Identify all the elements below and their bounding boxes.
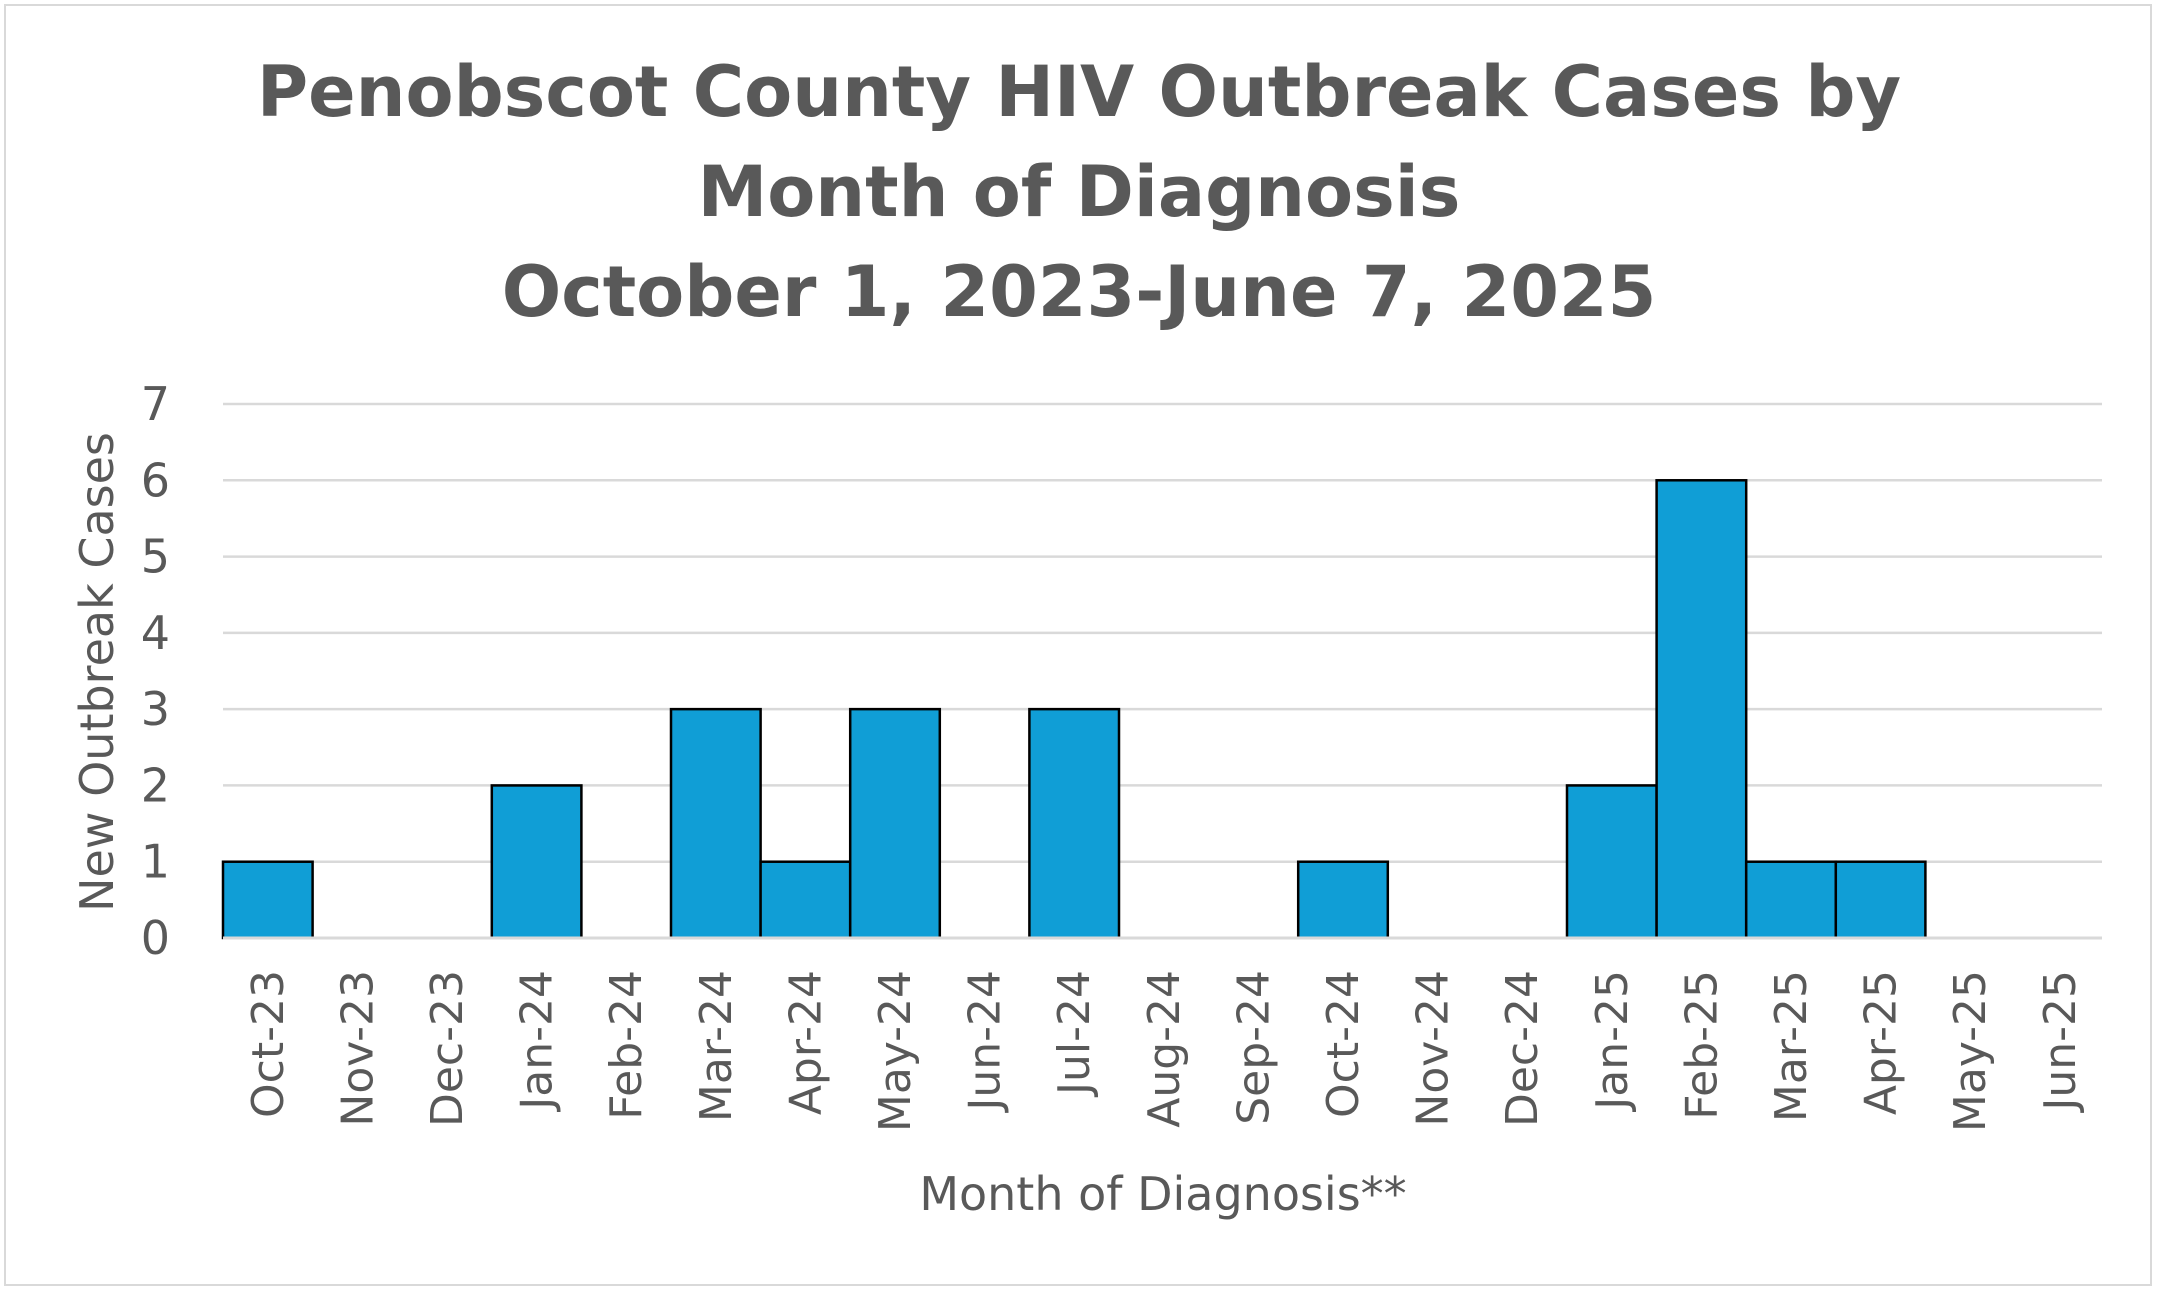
x-tick-label: Aug-24 bbox=[1139, 970, 1190, 1128]
x-axis-title: Month of Diagnosis** bbox=[919, 1167, 1406, 1221]
y-tick-label: 0 bbox=[141, 911, 170, 965]
y-tick-label: 5 bbox=[141, 530, 170, 584]
chart-title-line-2: Month of Diagnosis bbox=[697, 151, 1461, 233]
x-tick-label: Oct-24 bbox=[1318, 970, 1369, 1118]
x-tick-label: Apr-24 bbox=[780, 970, 831, 1115]
x-tick-label: Nov-24 bbox=[1408, 970, 1459, 1127]
bar-may-24 bbox=[848, 707, 942, 940]
x-tick-label: Dec-23 bbox=[422, 970, 473, 1127]
bar-jan-24 bbox=[490, 784, 583, 940]
bar-apr-24 bbox=[759, 860, 852, 940]
x-tick-label: Jun-25 bbox=[2035, 970, 2086, 1114]
x-tick-label: Jun-24 bbox=[960, 970, 1011, 1114]
x-tick-label: Nov-23 bbox=[332, 970, 383, 1127]
bar-jul-24 bbox=[1028, 707, 1121, 940]
y-tick-label: 4 bbox=[141, 606, 170, 660]
chart-title-line-1: Penobscot County HIV Outbreak Cases by bbox=[256, 51, 1902, 133]
y-tick-label: 6 bbox=[141, 453, 170, 507]
x-tick-label: Feb-25 bbox=[1676, 970, 1727, 1120]
y-tick-label: 3 bbox=[141, 682, 170, 736]
x-tick-label: Jul-24 bbox=[1049, 970, 1100, 1098]
chart-title-line-3: October 1, 2023-June 7, 2025 bbox=[501, 251, 1657, 333]
x-tick-label: Mar-25 bbox=[1766, 970, 1817, 1122]
chart-frame bbox=[4, 4, 2152, 1286]
x-tick-label: Apr-25 bbox=[1856, 970, 1907, 1115]
bar-jan-25 bbox=[1565, 784, 1658, 940]
bar-oct-24 bbox=[1296, 860, 1390, 940]
y-tick-label: 2 bbox=[141, 758, 170, 812]
bar-mar-24 bbox=[669, 707, 762, 940]
x-tick-label: Jan-24 bbox=[512, 970, 563, 1113]
x-tick-label: Sep-24 bbox=[1228, 970, 1279, 1125]
bar-mar-25 bbox=[1744, 860, 1838, 940]
x-tick-label: Jan-25 bbox=[1587, 970, 1638, 1113]
y-axis-title: New Outbreak Cases bbox=[70, 432, 124, 912]
y-tick-labels: 0 1 2 3 4 5 6 7 bbox=[141, 377, 170, 965]
bars bbox=[221, 479, 1927, 940]
x-tick-label: May-25 bbox=[1945, 970, 1996, 1132]
bar-feb-25 bbox=[1655, 479, 1748, 940]
x-tick-label: Mar-24 bbox=[691, 970, 742, 1122]
x-tick-label: May-24 bbox=[870, 970, 921, 1132]
x-tick-labels: Oct-23 Nov-23 Dec-23 Jan-24 Feb-24 Mar-24 Apr-… bbox=[243, 970, 2086, 1132]
y-tick-label: 7 bbox=[141, 377, 170, 431]
y-tick-label: 1 bbox=[141, 835, 170, 889]
x-tick-label: Dec-24 bbox=[1497, 970, 1548, 1127]
x-tick-label: Feb-24 bbox=[601, 970, 652, 1120]
bar-oct-23 bbox=[221, 860, 314, 940]
bar-apr-25 bbox=[1834, 860, 1927, 940]
x-tick-label: Oct-23 bbox=[243, 970, 294, 1118]
